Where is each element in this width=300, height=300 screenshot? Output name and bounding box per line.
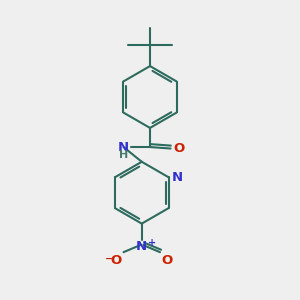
Text: O: O	[161, 254, 173, 267]
Text: N: N	[136, 240, 147, 253]
Text: O: O	[111, 254, 122, 267]
Text: N: N	[172, 171, 183, 184]
Text: N: N	[117, 141, 128, 154]
Text: H: H	[119, 150, 128, 160]
Text: −: −	[105, 254, 114, 264]
Text: O: O	[174, 142, 185, 155]
Text: +: +	[148, 238, 156, 248]
